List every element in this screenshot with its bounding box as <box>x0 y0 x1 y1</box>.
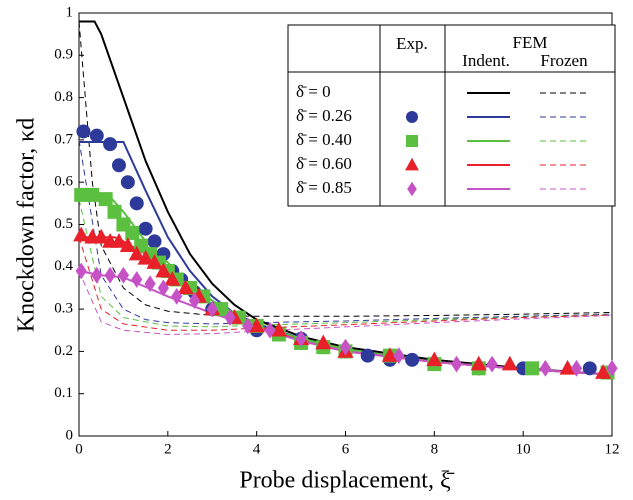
y-tick-label: 0.7 <box>54 131 73 147</box>
exp-marker <box>525 361 540 376</box>
exp-marker <box>595 364 612 379</box>
legend-header: Indent. <box>462 51 510 70</box>
exp-marker <box>470 355 487 371</box>
exp-marker <box>295 330 307 348</box>
exp-marker <box>188 292 201 310</box>
exp-marker <box>117 266 130 284</box>
exp-marker <box>147 234 162 249</box>
exp-marker <box>539 359 551 377</box>
exp-marker <box>248 317 265 333</box>
exp-marker <box>559 359 576 375</box>
exp-marker <box>242 317 254 335</box>
exp-marker <box>125 225 140 240</box>
y-tick-label: 0.5 <box>54 216 73 232</box>
legend-label: δ̄ = 0.26 <box>296 106 352 125</box>
legend-marker <box>405 157 419 171</box>
x-tick-label: 0 <box>75 441 83 457</box>
exp-marker <box>146 254 163 269</box>
exp-marker <box>111 158 126 173</box>
exp-marker <box>93 228 110 244</box>
exp-marker <box>85 187 100 202</box>
x-axis-label: Probe displacement, ξ̄ <box>239 468 454 494</box>
exp-marker <box>74 187 89 202</box>
exp-marker <box>107 204 122 219</box>
legend-marker <box>406 135 418 147</box>
frozen-line <box>78 139 613 325</box>
x-tick-label: 6 <box>342 441 350 457</box>
exp-marker <box>98 192 113 207</box>
frozen-line <box>78 270 613 335</box>
exp-marker <box>381 347 398 362</box>
exp-marker <box>339 338 352 356</box>
exp-marker <box>486 355 498 373</box>
y-tick-label: 0.6 <box>54 174 73 190</box>
exp-marker <box>177 279 194 295</box>
exp-marker <box>131 271 143 288</box>
legend-header: Frozen <box>540 51 588 70</box>
x-tick-label: 10 <box>516 441 531 457</box>
y-tick-label: 0.8 <box>54 89 73 105</box>
exp-marker <box>103 137 118 152</box>
exp-marker <box>582 361 597 376</box>
legend-label: δ̄ = 0 <box>296 82 331 101</box>
exp-marker <box>120 175 135 190</box>
indent-line <box>79 20 613 376</box>
exp-marker <box>76 124 91 139</box>
exp-marker <box>450 355 463 373</box>
frozen-line <box>78 199 613 328</box>
y-tick-label: 1 <box>66 4 74 20</box>
x-tick-label: 8 <box>431 441 439 457</box>
legend-header: FEM <box>513 33 548 52</box>
y-tick-label: 0.9 <box>54 47 73 63</box>
exp-marker <box>128 245 145 261</box>
exp-marker <box>89 128 104 143</box>
frozen-line <box>78 237 613 331</box>
exp-marker <box>157 279 169 297</box>
legend-header: Exp. <box>396 34 428 53</box>
exp-marker <box>110 233 128 248</box>
exp-marker <box>393 347 405 365</box>
legend-label: δ̄ = 0.85 <box>296 178 352 197</box>
y-tick-label: 0.4 <box>54 258 73 274</box>
exp-marker <box>360 348 375 363</box>
exp-marker <box>144 275 156 293</box>
legend-label: δ̄ = 0.60 <box>296 154 352 173</box>
exp-marker <box>264 321 276 339</box>
exp-marker <box>138 221 153 236</box>
y-tick-label: 0.2 <box>54 343 73 359</box>
exp-marker <box>164 271 181 286</box>
x-tick-label: 12 <box>605 441 620 457</box>
exp-marker <box>606 359 618 377</box>
exp-marker <box>91 266 103 284</box>
exp-marker <box>171 288 183 305</box>
exp-marker <box>206 300 218 318</box>
legend-marker <box>406 111 418 123</box>
legend-label: δ̄ = 0.40 <box>296 130 352 149</box>
exp-marker <box>426 351 443 367</box>
exp-marker <box>155 262 172 278</box>
x-tick-label: 2 <box>164 441 172 457</box>
exp-marker <box>270 321 287 337</box>
exp-marker <box>405 352 420 367</box>
y-axis-label: Knockdown factor, κd <box>14 118 40 332</box>
exp-marker <box>119 237 136 252</box>
exp-marker <box>73 226 90 242</box>
x-tick-label: 4 <box>253 441 261 457</box>
y-tick-label: 0.1 <box>54 385 73 401</box>
y-tick-label: 0.3 <box>54 301 73 317</box>
exp-marker <box>570 359 583 377</box>
exp-marker <box>315 334 332 350</box>
exp-marker <box>501 355 518 371</box>
exp-marker <box>104 266 116 284</box>
exp-marker <box>224 309 236 326</box>
exp-marker <box>129 196 144 211</box>
legend-marker <box>407 181 417 197</box>
y-tick-label: 0 <box>66 427 74 443</box>
legend-box <box>287 24 616 207</box>
exp-marker <box>75 262 87 280</box>
exp-marker <box>137 249 154 265</box>
